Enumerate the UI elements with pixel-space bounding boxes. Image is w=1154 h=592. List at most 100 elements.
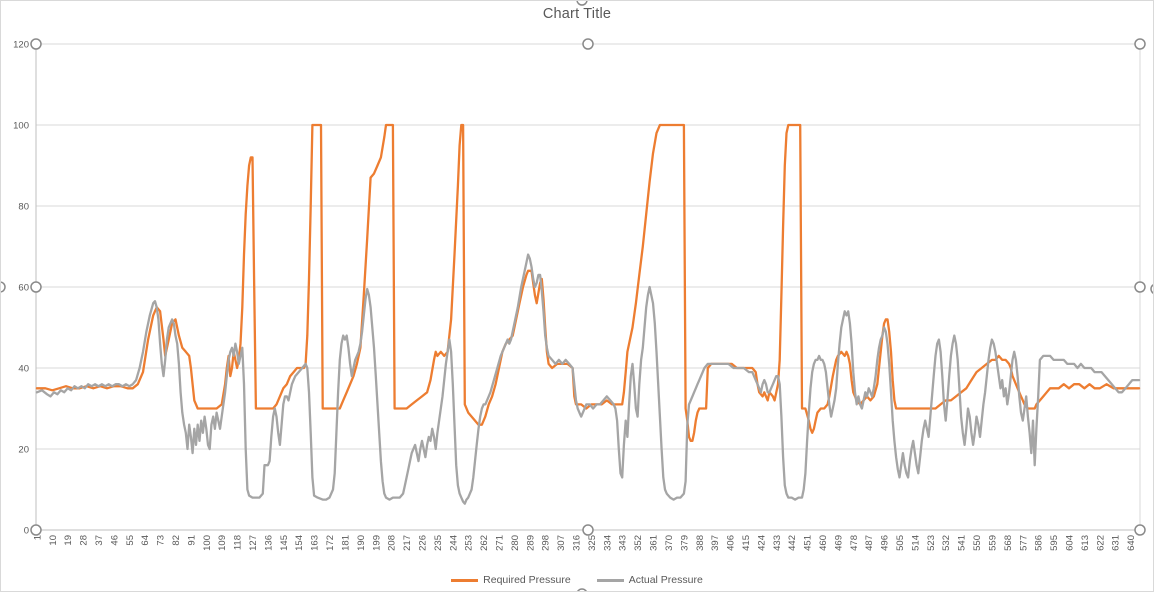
svg-text:388: 388 bbox=[695, 535, 706, 551]
svg-text:136: 136 bbox=[263, 535, 274, 551]
svg-text:298: 298 bbox=[541, 535, 552, 551]
svg-text:10: 10 bbox=[48, 535, 59, 546]
legend[interactable]: Required Pressure Actual Pressure bbox=[1, 574, 1153, 586]
svg-text:568: 568 bbox=[1003, 535, 1014, 551]
series-line-actual-pressure[interactable] bbox=[35, 253, 1141, 505]
svg-text:120: 120 bbox=[13, 40, 29, 51]
svg-text:505: 505 bbox=[895, 535, 906, 551]
svg-text:541: 541 bbox=[957, 535, 968, 551]
svg-text:172: 172 bbox=[325, 535, 336, 551]
svg-text:82: 82 bbox=[171, 535, 182, 546]
svg-text:100: 100 bbox=[202, 535, 213, 551]
svg-text:109: 109 bbox=[217, 535, 228, 551]
svg-text:163: 163 bbox=[310, 535, 321, 551]
svg-text:28: 28 bbox=[79, 535, 90, 546]
svg-text:451: 451 bbox=[803, 535, 814, 551]
svg-text:145: 145 bbox=[279, 535, 290, 551]
selection-handle[interactable] bbox=[582, 38, 594, 50]
svg-text:217: 217 bbox=[402, 535, 413, 551]
gridlines bbox=[35, 43, 1141, 531]
svg-text:397: 397 bbox=[710, 535, 721, 551]
svg-text:91: 91 bbox=[186, 535, 197, 546]
svg-text:343: 343 bbox=[618, 535, 629, 551]
selection-handle[interactable] bbox=[582, 524, 594, 536]
svg-text:595: 595 bbox=[1049, 535, 1060, 551]
selection-handle[interactable] bbox=[576, 1, 588, 6]
selection-handle[interactable] bbox=[1134, 281, 1146, 293]
svg-text:127: 127 bbox=[248, 535, 259, 551]
legend-item-actual-pressure[interactable]: Actual Pressure bbox=[596, 574, 703, 586]
svg-text:586: 586 bbox=[1034, 535, 1045, 551]
selection-handle[interactable] bbox=[1, 281, 6, 293]
svg-text:496: 496 bbox=[880, 535, 891, 551]
svg-text:406: 406 bbox=[726, 535, 737, 551]
svg-text:154: 154 bbox=[294, 535, 305, 551]
svg-text:334: 334 bbox=[602, 535, 613, 551]
svg-text:73: 73 bbox=[156, 535, 167, 546]
legend-label-required-pressure: Required Pressure bbox=[483, 574, 571, 586]
series-lines[interactable] bbox=[35, 123, 1141, 505]
svg-text:550: 550 bbox=[972, 535, 983, 551]
svg-text:631: 631 bbox=[1111, 535, 1122, 551]
svg-text:280: 280 bbox=[510, 535, 521, 551]
legend-item-required-pressure[interactable]: Required Pressure bbox=[451, 574, 571, 586]
svg-text:199: 199 bbox=[371, 535, 382, 551]
svg-text:181: 181 bbox=[340, 535, 351, 551]
selection-handle[interactable] bbox=[577, 588, 587, 592]
chart-title[interactable]: Chart Title bbox=[542, 6, 612, 22]
svg-text:60: 60 bbox=[18, 283, 29, 294]
selection-handle[interactable] bbox=[1150, 284, 1154, 294]
selection-handle[interactable] bbox=[30, 281, 42, 293]
svg-text:361: 361 bbox=[649, 535, 660, 551]
svg-text:271: 271 bbox=[494, 535, 505, 551]
svg-text:307: 307 bbox=[556, 535, 567, 551]
svg-text:613: 613 bbox=[1080, 535, 1091, 551]
svg-text:80: 80 bbox=[18, 202, 29, 213]
svg-text:316: 316 bbox=[572, 535, 583, 551]
svg-text:100: 100 bbox=[13, 121, 29, 132]
svg-text:514: 514 bbox=[910, 535, 921, 551]
x-axis-labels: 1 10 19 28 37 46 55 64 73 82 91 100 109 118 127 136 145 1… bbox=[32, 535, 1137, 551]
svg-text:325: 325 bbox=[587, 535, 598, 551]
svg-text:559: 559 bbox=[987, 535, 998, 551]
svg-text:352: 352 bbox=[633, 535, 644, 551]
svg-text:40: 40 bbox=[18, 364, 29, 375]
svg-text:208: 208 bbox=[387, 535, 398, 551]
svg-text:46: 46 bbox=[109, 535, 120, 546]
svg-text:37: 37 bbox=[94, 535, 105, 546]
svg-text:469: 469 bbox=[833, 535, 844, 551]
svg-text:190: 190 bbox=[356, 535, 367, 551]
svg-text:424: 424 bbox=[756, 535, 767, 551]
selection-handle[interactable] bbox=[30, 524, 42, 536]
svg-text:640: 640 bbox=[1126, 535, 1137, 551]
svg-text:55: 55 bbox=[125, 535, 136, 546]
legend-label-actual-pressure: Actual Pressure bbox=[628, 574, 703, 586]
svg-text:1: 1 bbox=[32, 535, 43, 540]
svg-text:226: 226 bbox=[417, 535, 428, 551]
selection-handle[interactable] bbox=[1134, 524, 1146, 536]
svg-text:622: 622 bbox=[1095, 535, 1106, 551]
svg-text:370: 370 bbox=[664, 535, 675, 551]
series-line-required-pressure[interactable] bbox=[35, 123, 1141, 443]
svg-text:64: 64 bbox=[140, 535, 151, 546]
svg-text:19: 19 bbox=[63, 535, 74, 546]
svg-text:0: 0 bbox=[24, 526, 29, 537]
svg-text:415: 415 bbox=[741, 535, 752, 551]
svg-text:379: 379 bbox=[679, 535, 690, 551]
svg-text:289: 289 bbox=[525, 535, 536, 551]
svg-text:118: 118 bbox=[233, 535, 244, 550]
svg-text:604: 604 bbox=[1064, 535, 1075, 551]
svg-text:487: 487 bbox=[864, 535, 875, 551]
svg-text:532: 532 bbox=[941, 535, 952, 551]
selection-handle[interactable] bbox=[30, 38, 42, 50]
svg-text:20: 20 bbox=[18, 445, 29, 456]
svg-text:244: 244 bbox=[448, 535, 459, 551]
legend-swatch-required-pressure bbox=[451, 578, 479, 582]
y-axis-labels: 0 20 40 60 80 100 120 bbox=[13, 40, 29, 537]
svg-text:235: 235 bbox=[433, 535, 444, 551]
selection-handle[interactable] bbox=[1134, 38, 1146, 50]
svg-text:478: 478 bbox=[849, 535, 860, 551]
